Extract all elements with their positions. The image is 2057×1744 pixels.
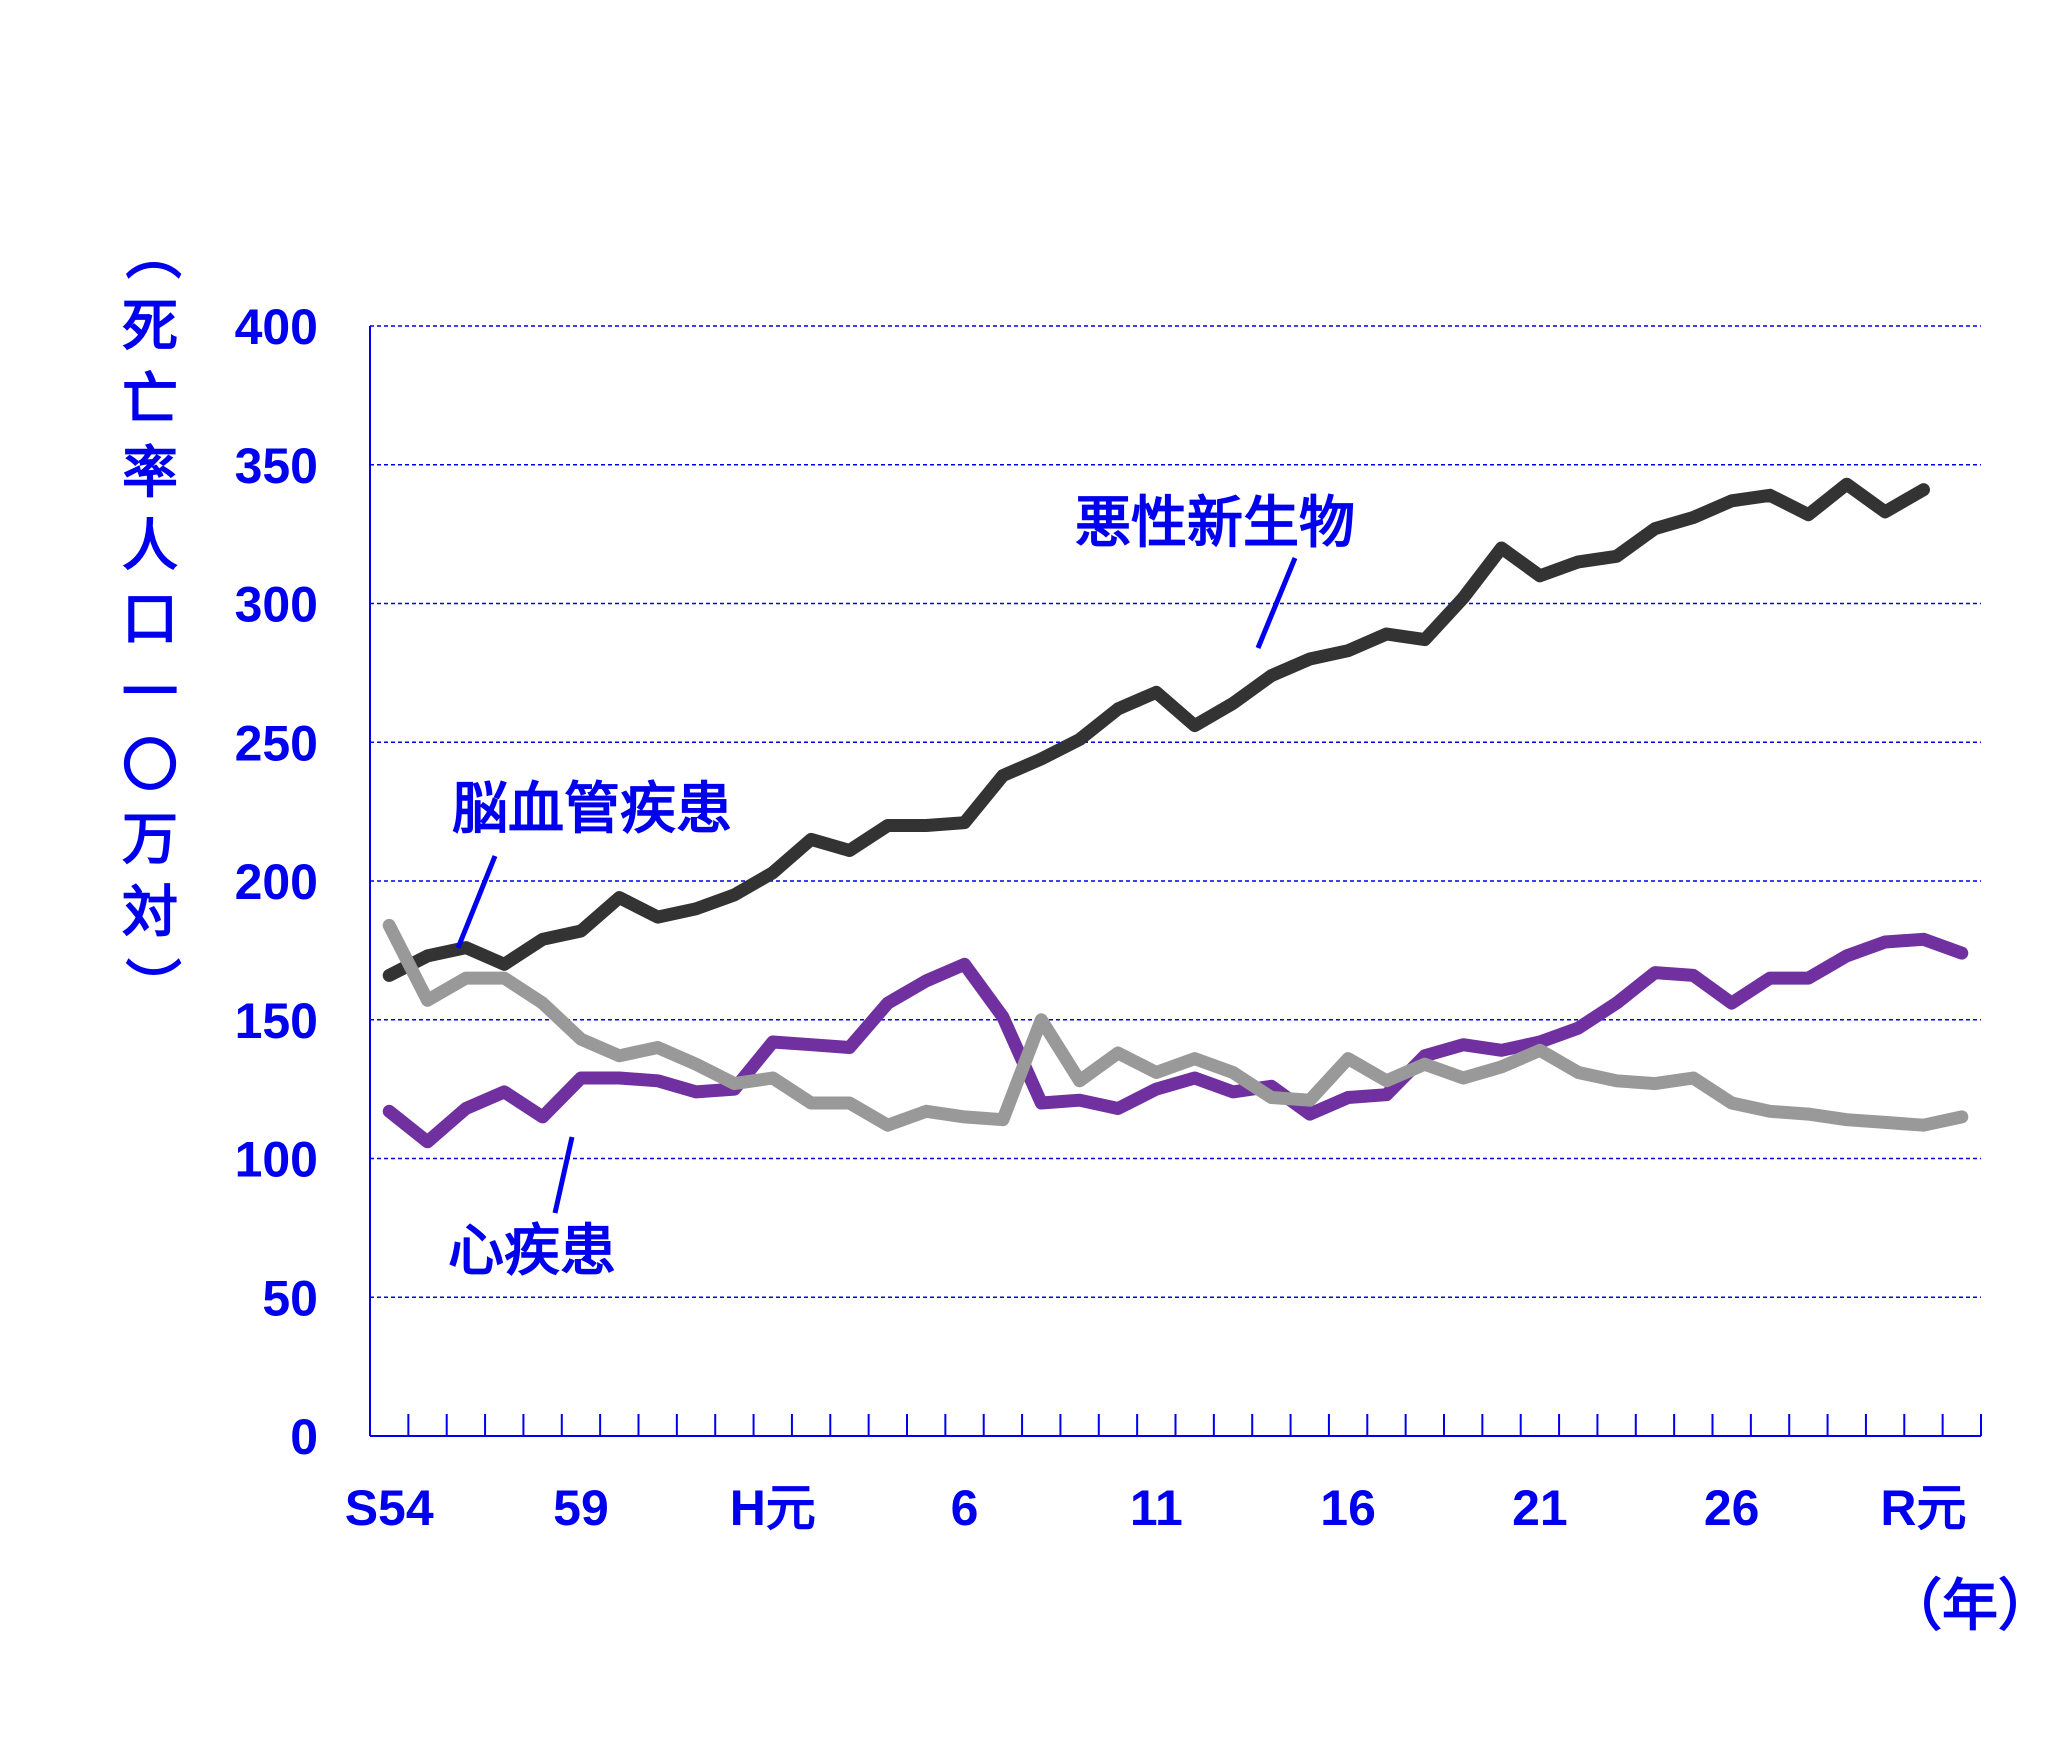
- y-tick-labels: 0 50 100 150 200 250 300 350 400: [235, 299, 318, 1465]
- x-tick-label: 16: [1320, 1480, 1376, 1536]
- series-label-0: 悪性新生物: [1075, 491, 1355, 554]
- y-tick-label-300: 300: [235, 577, 318, 633]
- y-axis-title-char: 率: [122, 441, 178, 504]
- series-label-2: 脳血管疾患: [452, 777, 732, 840]
- series-line-0: [382, 477, 1930, 982]
- y-tick-label-100: 100: [235, 1132, 318, 1188]
- x-axis-title: （年）: [1886, 1574, 2054, 1637]
- y-axis-title-char: 〇: [122, 734, 178, 797]
- y-axis-title-char: 口: [122, 588, 178, 651]
- series-label-1: 心疾患: [448, 1219, 616, 1282]
- x-tick-label: 21: [1512, 1480, 1568, 1536]
- y-tick-label-0: 0: [290, 1409, 318, 1465]
- grid-lines: [370, 325, 1981, 1298]
- y-axis-title-char: ）: [120, 957, 183, 1013]
- tick-marks: [369, 1414, 1982, 1436]
- y-tick-label-350: 350: [235, 438, 318, 494]
- y-axis-title-char: 死: [122, 294, 178, 357]
- leader-line-0: [1255, 557, 1298, 649]
- y-axis-title-char: （: [120, 224, 183, 280]
- y-axis-title-char: 万: [122, 807, 178, 870]
- x-tick-label: R元: [1880, 1480, 1966, 1536]
- x-tick-label: 6: [951, 1480, 979, 1536]
- x-tick-label: S54: [345, 1480, 434, 1536]
- y-tick-label-150: 150: [235, 993, 318, 1049]
- y-axis-title-char: 亡: [122, 368, 178, 431]
- y-tick-label-400: 400: [235, 299, 318, 355]
- y-axis-title-char: 人: [122, 514, 178, 577]
- leader-line-2: [455, 855, 498, 949]
- x-tick-label: 59: [553, 1480, 609, 1536]
- y-tick-label-50: 50: [262, 1270, 318, 1326]
- leader-line-1: [552, 1136, 575, 1214]
- x-tick-label: 26: [1704, 1480, 1760, 1536]
- y-tick-label-200: 200: [235, 854, 318, 910]
- y-axis-title-char: 一: [122, 661, 178, 724]
- y-axis-title-char: 対: [122, 881, 178, 944]
- series-line-1: [382, 932, 1969, 1149]
- x-tick-labels: S54 59 H元 6 11 16 21 26 R元: [345, 1480, 1967, 1536]
- label-leader-lines: [455, 557, 1298, 1214]
- x-tick-label: 11: [1130, 1480, 1183, 1536]
- series-line-2: [382, 918, 1969, 1132]
- series-lines: [382, 477, 1969, 1149]
- y-tick-label-250: 250: [235, 715, 318, 771]
- x-tick-label: H元: [730, 1480, 816, 1536]
